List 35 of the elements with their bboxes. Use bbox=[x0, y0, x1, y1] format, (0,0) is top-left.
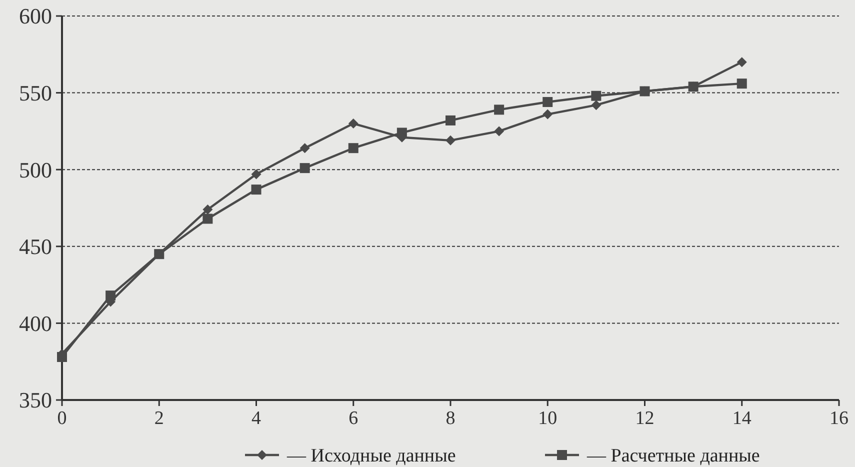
point bbox=[494, 104, 504, 115]
point bbox=[591, 90, 602, 101]
point bbox=[494, 126, 504, 136]
y-tick-label: 550 bbox=[19, 80, 52, 106]
x-tick-label: 2 bbox=[154, 408, 164, 429]
x-tick-label: 10 bbox=[538, 408, 558, 429]
point bbox=[348, 118, 358, 129]
y-tick-label: 600 bbox=[19, 4, 52, 29]
x-tick-label: 4 bbox=[252, 408, 262, 429]
x-tick-label: 12 bbox=[635, 408, 654, 429]
point bbox=[348, 143, 358, 154]
point bbox=[251, 184, 262, 195]
point bbox=[300, 163, 310, 174]
x-tick-label: 8 bbox=[446, 408, 456, 429]
x-tick-label: 16 bbox=[830, 408, 848, 429]
x-tick-label: 6 bbox=[348, 408, 358, 429]
point bbox=[736, 57, 747, 68]
x-tick-label: 14 bbox=[732, 408, 752, 429]
y-tick-label: 400 bbox=[19, 310, 52, 336]
point bbox=[202, 204, 213, 215]
point bbox=[591, 100, 602, 110]
y-tick-label: 350 bbox=[19, 388, 52, 413]
x-tick-label: 0 bbox=[57, 408, 67, 429]
point bbox=[251, 169, 262, 180]
point bbox=[542, 109, 553, 120]
point bbox=[446, 135, 456, 146]
point bbox=[542, 97, 553, 108]
y-tick-label: 450 bbox=[19, 234, 52, 260]
point bbox=[300, 143, 310, 154]
y-tick-label: 500 bbox=[19, 157, 52, 182]
legend-label: — Расчетные данные bbox=[586, 446, 760, 467]
point bbox=[446, 115, 456, 126]
point bbox=[736, 78, 747, 89]
point bbox=[202, 214, 213, 224]
legend-label: — Исходные данные bbox=[286, 446, 456, 467]
